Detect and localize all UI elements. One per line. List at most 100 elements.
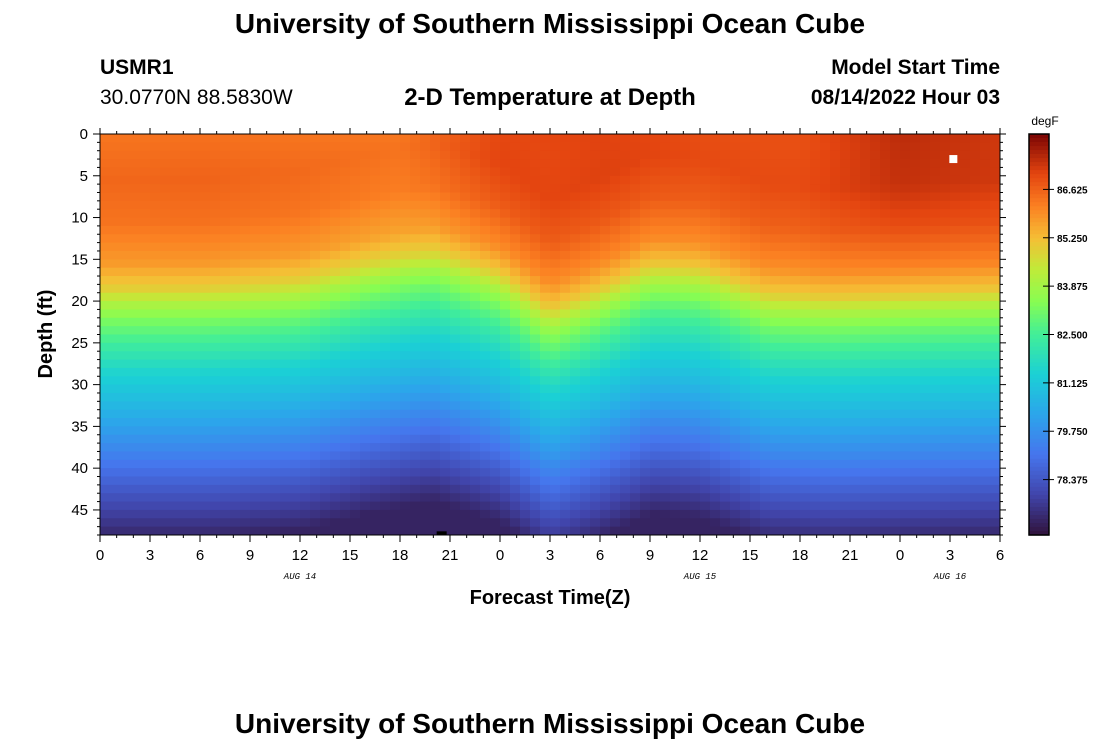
heatmap-cell <box>850 242 861 252</box>
heatmap-cell <box>450 509 461 519</box>
heatmap-cell <box>820 267 831 277</box>
heatmap-cell <box>860 167 871 177</box>
heatmap-cell <box>290 342 301 352</box>
heatmap-cell <box>550 434 561 444</box>
heatmap-cell <box>290 200 301 210</box>
heatmap-cell <box>200 292 211 302</box>
heatmap-cell <box>360 225 371 235</box>
heatmap-cell <box>100 159 111 169</box>
heatmap-cell <box>140 259 151 269</box>
heatmap-cell <box>110 334 121 344</box>
heatmap-cell <box>310 184 321 194</box>
heatmap-cell <box>920 259 931 269</box>
heatmap-cell <box>700 426 711 436</box>
heatmap-cell <box>480 209 491 219</box>
heatmap-cell <box>890 376 901 386</box>
heatmap-cell <box>900 376 911 386</box>
heatmap-cell <box>790 376 801 386</box>
heatmap-cell <box>560 301 571 311</box>
heatmap-cell <box>620 134 631 143</box>
heatmap-cell <box>900 217 911 227</box>
heatmap-cell <box>470 451 481 461</box>
heatmap-cell <box>610 159 621 169</box>
heatmap-cell <box>280 159 291 169</box>
heatmap-cell <box>370 209 381 219</box>
heatmap-cell <box>240 376 251 386</box>
heatmap-cell <box>250 225 261 235</box>
heatmap-cell <box>900 317 911 327</box>
heatmap-cell <box>580 200 591 210</box>
heatmap-cell <box>170 376 181 386</box>
heatmap-cell <box>780 451 791 461</box>
heatmap-cell <box>490 309 501 319</box>
heatmap-cell <box>800 501 811 511</box>
heatmap-cell <box>470 209 481 219</box>
heatmap-cell <box>330 493 341 503</box>
heatmap-cell <box>600 292 611 302</box>
heatmap-cell <box>980 376 991 386</box>
heatmap-cell <box>740 334 751 344</box>
heatmap-cell <box>980 301 991 311</box>
heatmap-cell <box>640 159 651 169</box>
heatmap-cell <box>260 284 271 294</box>
heatmap-cell <box>380 501 391 511</box>
heatmap-cell <box>650 142 661 152</box>
colorbar-segment <box>1029 282 1049 287</box>
heatmap-cell <box>430 225 441 235</box>
heatmap-cell <box>620 376 631 386</box>
heatmap-cell <box>230 250 241 260</box>
heatmap-cell <box>560 509 571 519</box>
heatmap-cell <box>580 192 591 202</box>
heatmap-cell <box>510 418 521 427</box>
heatmap-cell <box>750 217 761 227</box>
heatmap-cell <box>460 443 471 453</box>
heatmap-cell <box>340 175 351 185</box>
heatmap-cell <box>850 267 861 277</box>
heatmap-cell <box>840 443 851 453</box>
heatmap-cell <box>520 351 531 361</box>
heatmap-cell <box>160 209 171 219</box>
heatmap-cell <box>140 150 151 160</box>
colorbar-segment <box>1029 206 1049 211</box>
heatmap-cell <box>530 351 541 361</box>
heatmap-cell <box>750 434 761 444</box>
heatmap-cell <box>900 301 911 311</box>
heatmap-cell <box>330 409 341 419</box>
heatmap-cell <box>800 317 811 327</box>
heatmap-cell <box>290 434 301 444</box>
heatmap-cell <box>950 167 961 177</box>
heatmap-cell <box>150 434 161 444</box>
heatmap-cell <box>560 518 571 528</box>
heatmap-cell <box>800 292 811 302</box>
heatmap-cell <box>880 159 891 169</box>
heatmap-cell <box>460 292 471 302</box>
heatmap-cell <box>700 367 711 377</box>
heatmap-cell <box>390 267 401 277</box>
heatmap-cell <box>770 159 781 169</box>
heatmap-cell <box>600 175 611 185</box>
heatmap-cell <box>300 434 311 444</box>
heatmap-cell <box>910 484 921 494</box>
heatmap-cell <box>920 443 931 453</box>
heatmap-cell <box>360 250 371 260</box>
heatmap-cell <box>550 142 561 152</box>
heatmap-cell <box>970 217 981 227</box>
heatmap-cell <box>870 493 881 503</box>
heatmap-cell <box>680 317 691 327</box>
heatmap-cell <box>390 459 401 469</box>
heatmap-cell <box>440 250 451 260</box>
heatmap-cell <box>290 225 301 235</box>
heatmap-cell <box>970 526 981 535</box>
heatmap-cell <box>130 342 141 352</box>
heatmap-cell <box>900 501 911 511</box>
heatmap-cell <box>670 209 681 219</box>
heatmap-cell <box>880 284 891 294</box>
heatmap-cell <box>150 192 161 202</box>
heatmap-cell <box>410 225 421 235</box>
heatmap-cell <box>860 184 871 194</box>
heatmap-cell <box>960 484 971 494</box>
heatmap-cell <box>380 259 391 269</box>
heatmap-cell <box>310 167 321 177</box>
heatmap-cell <box>570 150 581 160</box>
heatmap-cell <box>230 200 241 210</box>
